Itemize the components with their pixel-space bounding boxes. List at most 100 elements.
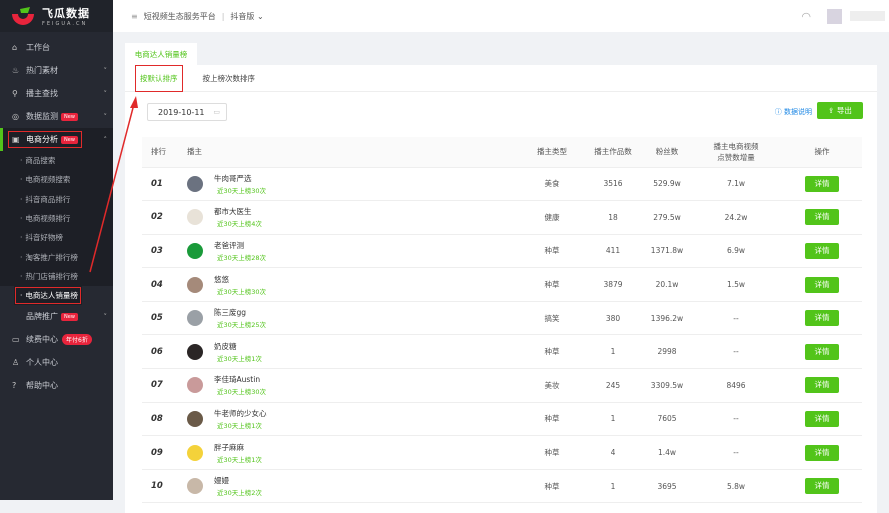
- sidebar-item-label: 帮助中心: [26, 381, 58, 391]
- ranking-count: 近30天上榜30次: [217, 287, 267, 296]
- detail-button[interactable]: 详情: [805, 310, 839, 327]
- flame-icon: ♨: [12, 66, 20, 75]
- sidebar-bottom-item-1[interactable]: ▭ 续费中心 年付6折: [0, 328, 113, 351]
- detail-button[interactable]: 详情: [805, 343, 839, 360]
- host-name[interactable]: 牛肉哥严选: [214, 173, 252, 183]
- works-cell: 1: [582, 334, 644, 370]
- col-host: 播主: [187, 137, 522, 168]
- sidebar-subitem-3[interactable]: 电商视频排行: [0, 208, 113, 229]
- host-name[interactable]: 嫚嫚: [214, 476, 229, 486]
- sidebar-subitem-0[interactable]: 商品搜索: [0, 151, 113, 171]
- ranking-count: 近30天上榜2次: [217, 489, 262, 498]
- detail-button[interactable]: 详情: [805, 478, 839, 495]
- user-icon: ♙: [12, 358, 20, 368]
- ranking-count: 近30天上榜1次: [217, 455, 262, 464]
- sidebar-item-4[interactable]: ▣ 电商分析 New ˄: [0, 128, 113, 151]
- likes-cell: 7.1w: [690, 167, 782, 202]
- tab-sales-ranking[interactable]: 电商达人销量榜: [125, 43, 197, 65]
- data-help-label: 数据说明: [784, 108, 812, 116]
- host-name[interactable]: 奶皮糖: [214, 341, 237, 351]
- works-cell: 1: [582, 469, 644, 504]
- host-name[interactable]: 李佳琦Austin: [214, 375, 261, 385]
- ranking-count: 近30天上榜28次: [217, 253, 267, 262]
- avatar[interactable]: [187, 209, 203, 226]
- host-name[interactable]: 陈三废gg: [214, 308, 247, 318]
- host-name[interactable]: 胖子麻麻: [214, 442, 244, 452]
- avatar[interactable]: [187, 444, 203, 461]
- rank-cell: 06: [142, 334, 187, 370]
- table-row: 06 奶皮糖 近30天上榜1次 种草 1 2998 -- 详情: [142, 334, 862, 370]
- avatar[interactable]: [187, 276, 203, 293]
- sidebar-bottom-item-0[interactable]: 品牌推广 New ˅: [0, 305, 113, 328]
- chevron-up-icon: ˄: [103, 135, 108, 144]
- sidebar-subitem-5[interactable]: 淘客推广排行榜: [0, 247, 113, 267]
- logo[interactable]: 飞瓜数据 FEIGUA.CN: [0, 0, 113, 32]
- detail-button[interactable]: 详情: [805, 175, 839, 192]
- avatar[interactable]: [187, 175, 203, 192]
- likes-cell: --: [690, 301, 782, 336]
- ranking-table: 排行 播主 播主类型 播主作品数 粉丝数 播主电商视频点赞数增量 操作 01 牛肉…: [142, 137, 862, 504]
- avatar[interactable]: [187, 343, 203, 360]
- table-row: 07 李佳琦Austin 近30天上榜30次 美妆 245 3309.5w 8496 详情: [142, 368, 862, 403]
- sort-by-count-tab[interactable]: 按上榜次数排序: [202, 73, 256, 83]
- user-menu[interactable]: [850, 11, 885, 21]
- table-row: 05 陈三废gg 近30天上榜25次 搞笑 380 1396.2w -- 详情: [142, 301, 862, 336]
- detail-button[interactable]: 详情: [805, 242, 839, 259]
- sidebar-item-2[interactable]: ⚲ 播主查找 ˅: [0, 82, 113, 105]
- detail-button[interactable]: 详情: [805, 444, 839, 461]
- detail-button[interactable]: 详情: [805, 209, 839, 226]
- menu-icon[interactable]: ≡: [131, 11, 138, 21]
- avatar[interactable]: [187, 310, 203, 327]
- chevron-down-icon: ˅: [103, 112, 108, 121]
- rank-cell: 03: [142, 234, 187, 269]
- date-picker[interactable]: 2019-10-11 ▭: [147, 103, 227, 121]
- sort-default-tab[interactable]: 按默认排序: [135, 64, 183, 92]
- rank-cell: 07: [142, 368, 187, 403]
- sidebar-subitem-2[interactable]: 抖音商品排行: [0, 189, 113, 209]
- sidebar-item-3[interactable]: ◎ 数据监测 New ˅: [0, 105, 113, 128]
- works-cell: 3516: [582, 167, 644, 202]
- likes-cell: --: [690, 334, 782, 370]
- avatar[interactable]: [187, 242, 203, 259]
- sidebar-item-label: 品牌推广: [26, 312, 58, 322]
- ranking-count: 近30天上榜30次: [217, 388, 267, 397]
- avatar[interactable]: [187, 377, 203, 394]
- host-name[interactable]: 悠悠: [214, 274, 229, 284]
- sidebar-subitem-4[interactable]: 抖音好物榜: [0, 228, 113, 248]
- detail-button[interactable]: 详情: [805, 276, 839, 293]
- version-dropdown[interactable]: 抖音版 ⌄: [230, 11, 263, 22]
- action-cell: 详情: [782, 301, 862, 336]
- type-cell: 搞笑: [522, 301, 582, 336]
- action-cell: 详情: [782, 469, 862, 504]
- host-name[interactable]: 牛老师的少女心: [214, 408, 267, 418]
- calendar-icon: ▭: [213, 108, 220, 116]
- sidebar-subitem-7[interactable]: 电商达人销量榜: [14, 286, 82, 306]
- rank-cell: 08: [142, 402, 187, 437]
- likes-cell: 1.5w: [690, 267, 782, 302]
- likes-cell: --: [690, 402, 782, 437]
- sidebar-subitem-1[interactable]: 电商视频搜索: [0, 170, 113, 190]
- sidebar-subitem-6[interactable]: 热门店铺排行榜: [0, 266, 113, 287]
- works-cell: 245: [582, 368, 644, 403]
- sidebar-item-0[interactable]: ⌂ 工作台: [0, 36, 113, 59]
- fans-cell: 279.5w: [644, 200, 690, 235]
- host-name[interactable]: 都市大医生: [214, 207, 252, 217]
- sidebar-bottom-item-2[interactable]: ♙ 个人中心: [0, 351, 113, 374]
- logo-name: 飞瓜数据: [42, 7, 90, 20]
- sidebar-item-label: 数据监测: [26, 112, 58, 121]
- data-help-link[interactable]: ⓘ 数据说明: [775, 107, 812, 117]
- host-name[interactable]: 老爸评测: [214, 240, 244, 250]
- sidebar-item-label: 工作台: [26, 43, 50, 52]
- table-row: 09 胖子麻麻 近30天上榜1次 种草 4 1.4w -- 详情: [142, 435, 862, 470]
- export-button[interactable]: ⇪ 导出: [817, 102, 863, 119]
- sidebar-bottom-item-3[interactable]: ? 帮助中心: [0, 374, 113, 397]
- avatar[interactable]: [187, 410, 203, 427]
- avatar[interactable]: [827, 8, 842, 24]
- detail-button[interactable]: 详情: [805, 377, 839, 394]
- help-icon: ?: [12, 381, 17, 391]
- avatar[interactable]: [187, 478, 203, 495]
- ranking-count: 近30天上榜1次: [217, 421, 262, 430]
- sidebar-item-1[interactable]: ♨ 热门素材 ˅: [0, 59, 113, 82]
- detail-button[interactable]: 详情: [805, 410, 839, 427]
- headset-icon[interactable]: ◠: [801, 9, 811, 23]
